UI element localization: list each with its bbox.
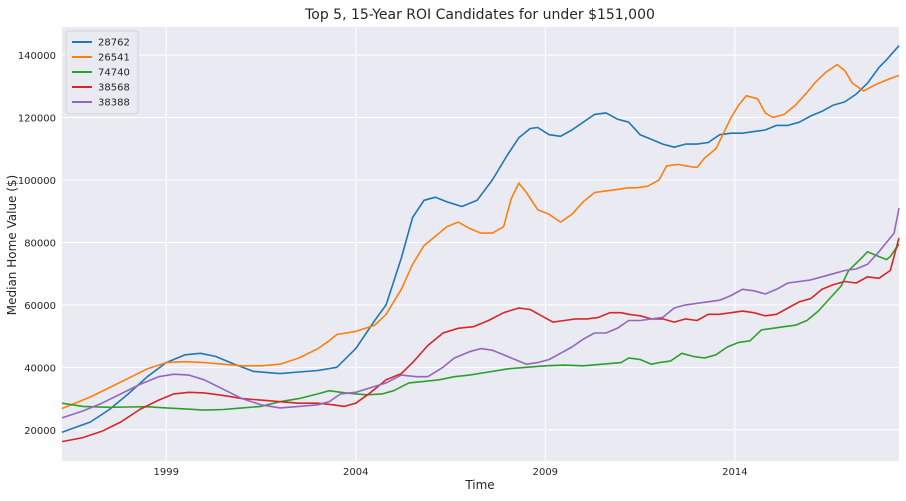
legend-label: 26541 [98,53,130,64]
chart-title: Top 5, 15-Year ROI Candidates for under … [304,7,655,23]
x-tick-label: 2009 [533,467,558,478]
tick-labels: 20000 40000 60000 80000 100000 120000 140000 19… [18,51,748,478]
y-tick-label: 20000 [24,426,56,437]
y-tick-label: 60000 [24,301,56,312]
x-tick-label: 1999 [154,467,179,478]
legend-label: 74740 [98,68,130,79]
series-line-38568 [61,237,900,443]
legend-label: 38388 [98,98,130,109]
series-lines [61,45,900,443]
series-line-38388 [61,207,900,419]
y-tick-label: 80000 [24,238,56,249]
y-tick-label: 140000 [18,51,56,62]
plot-area [62,27,899,461]
y-tick-label: 40000 [24,363,56,374]
x-tick-label: 2004 [343,467,368,478]
x-tick-label: 2014 [722,467,747,478]
series-line-28762 [61,45,900,434]
series-line-26541 [61,63,900,410]
series-line-74740 [61,243,900,411]
y-tick-label: 120000 [18,114,56,125]
legend-label: 38568 [98,83,130,94]
y-axis-label: Median Home Value ($) [5,175,19,315]
legend-label: 28762 [98,38,130,49]
gridlines [62,27,899,461]
x-axis-label: Time [464,478,494,492]
legend: 28762 26541 74740 38568 38388 [65,30,139,115]
legend-box [65,30,139,115]
y-tick-label: 100000 [18,176,56,187]
